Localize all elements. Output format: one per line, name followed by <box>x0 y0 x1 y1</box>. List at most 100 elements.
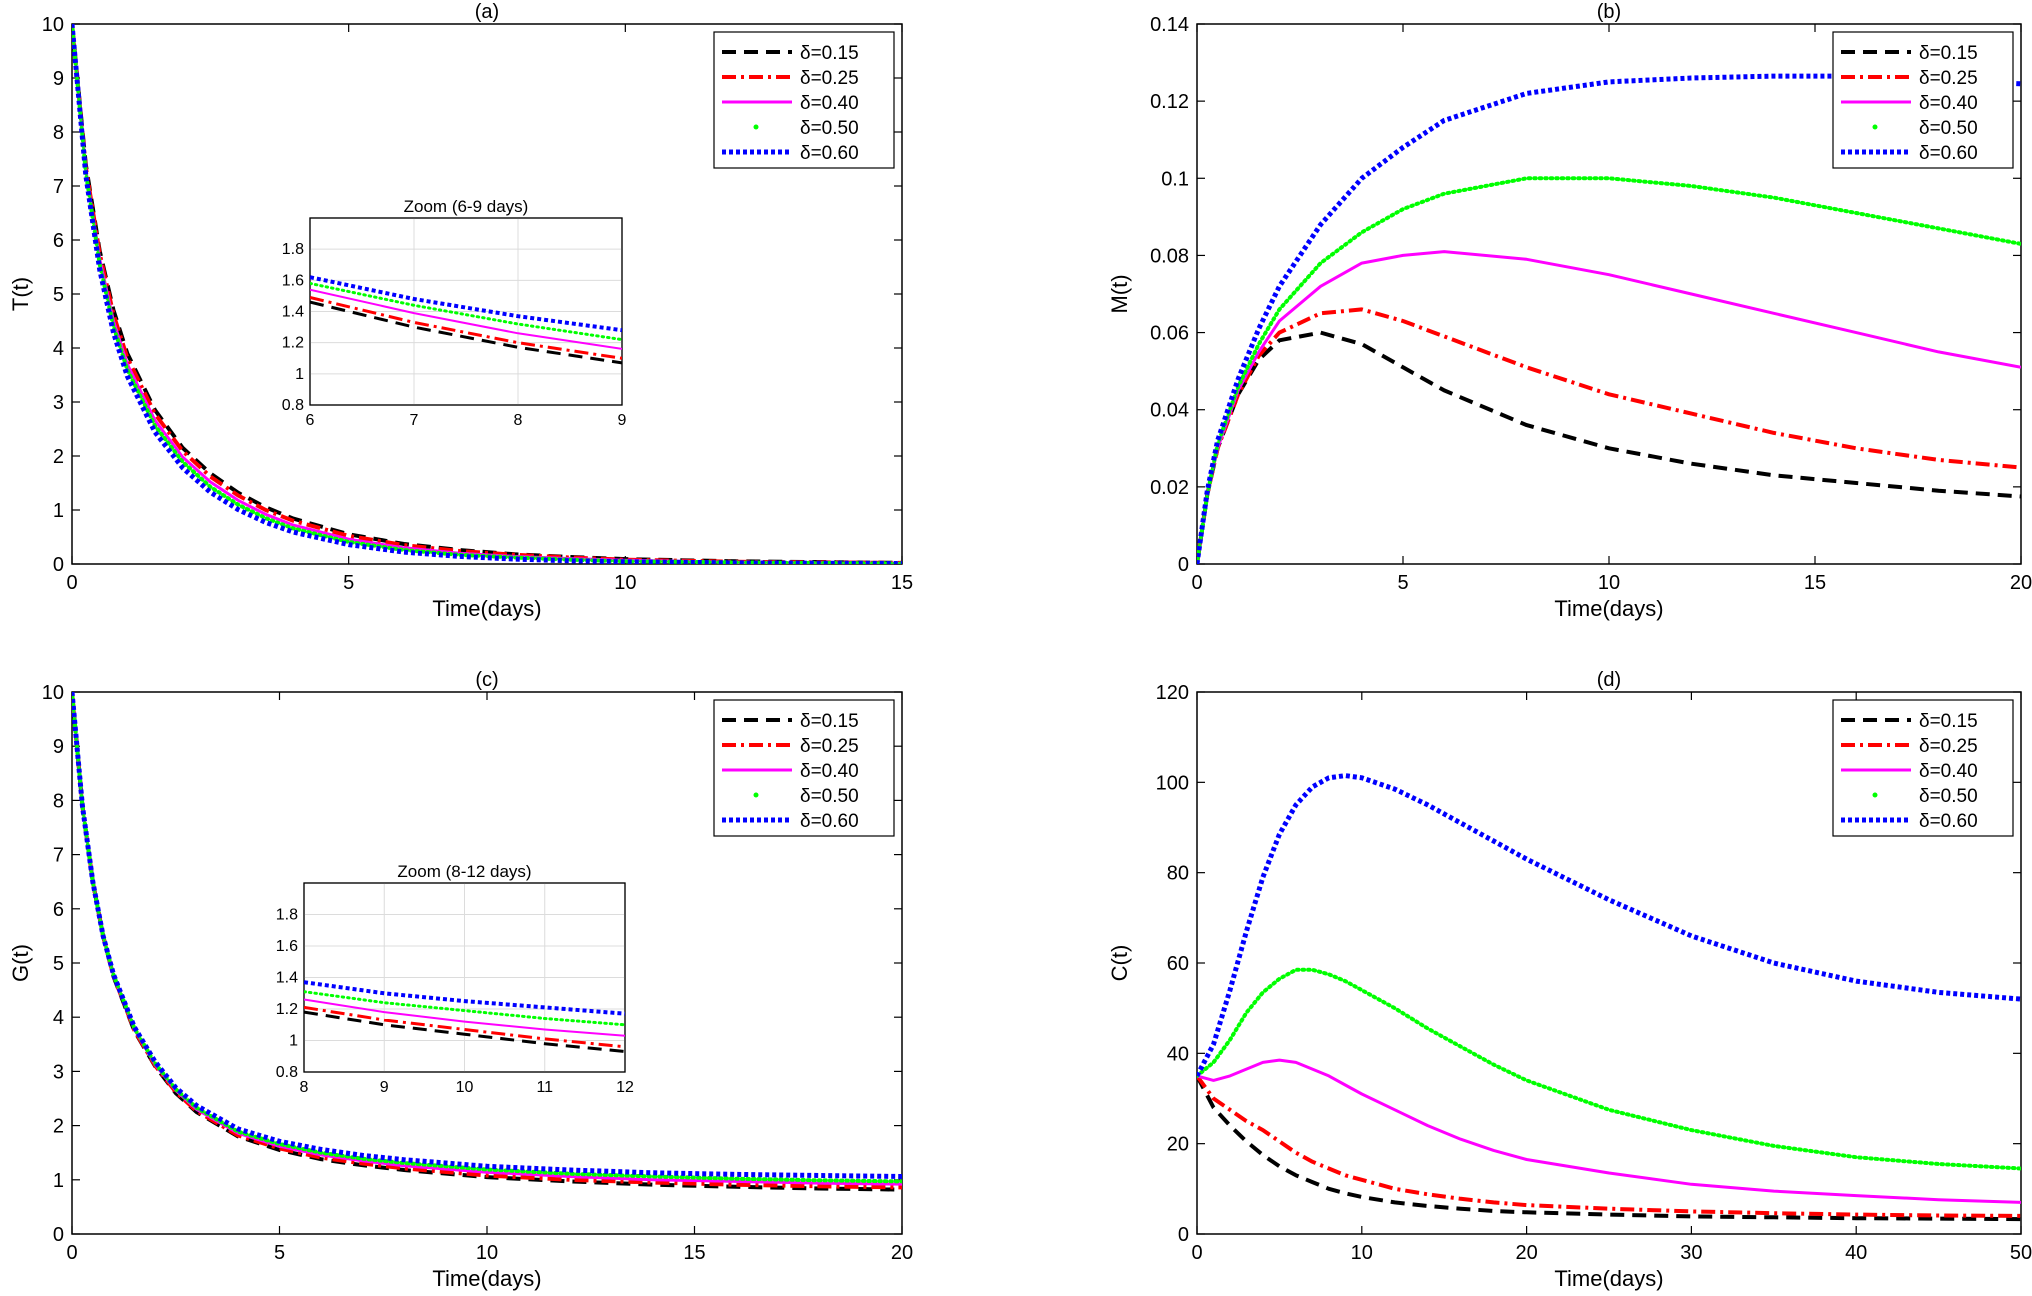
x-tick-label: 0 <box>1191 1242 1202 1264</box>
legend-marker-4 <box>1872 792 1878 798</box>
x-axis-label: Time(days) <box>432 596 541 621</box>
y-tick-label: 8 <box>53 790 64 812</box>
x-tick-label: 0 <box>66 1242 77 1264</box>
x-tick-label: 10 <box>614 572 636 594</box>
inset-x-tick-label: 10 <box>456 1079 474 1096</box>
y-tick-label: 0 <box>53 554 64 576</box>
x-axis-label: Time(days) <box>1554 596 1663 621</box>
inset-y-tick-label: 1.2 <box>276 1001 298 1018</box>
legend-a: δ=0.15 δ=0.25 δ=0.40 δ=0.50 δ=0.60 <box>713 31 895 169</box>
chart-title: (c) <box>475 669 498 691</box>
y-axis-label: C(t) <box>1107 945 1132 982</box>
x-tick-label: 20 <box>2010 572 2032 594</box>
line-series-4 <box>72 24 902 564</box>
inset-line-series-2 <box>304 1005 625 1049</box>
x-tick-label: 5 <box>1397 572 1408 594</box>
inset-y-tick-label: 1.8 <box>282 241 304 258</box>
inset-x-tick-label: 8 <box>300 1079 309 1096</box>
y-tick-label: 4 <box>53 1007 64 1029</box>
legend-box <box>1832 699 2014 837</box>
y-tick-label: 5 <box>53 284 64 306</box>
x-tick-label: 20 <box>1515 1242 1537 1264</box>
legend-label: δ=0.50 <box>1919 786 1978 807</box>
legend-label: δ=0.25 <box>1919 68 1978 89</box>
legend-b: δ=0.15 δ=0.25 δ=0.40 δ=0.50 δ=0.60 <box>1832 31 2014 169</box>
inset-x-tick-label: 7 <box>410 412 419 429</box>
legend-marker-4 <box>753 792 759 798</box>
y-tick-label: 9 <box>53 68 64 90</box>
y-tick-label: 7 <box>53 845 64 867</box>
series-group-b <box>1197 73 2021 564</box>
y-tick-label: 60 <box>1167 953 1189 975</box>
x-tick-label: 20 <box>891 1242 913 1264</box>
legend-label: δ=0.40 <box>1919 761 1978 782</box>
inset-line-series-5 <box>304 980 625 1016</box>
inset-title: Zoom (8-12 days) <box>397 862 531 881</box>
legend-box <box>713 699 895 837</box>
x-tick-label: 0 <box>1191 572 1202 594</box>
legend-box <box>713 31 895 169</box>
y-tick-label: 40 <box>1167 1043 1189 1065</box>
inset-line-series-4 <box>304 990 625 1027</box>
y-tick-label: 1 <box>53 1170 64 1192</box>
legend-label: δ=0.50 <box>800 786 859 807</box>
y-tick-label: 0.12 <box>1150 91 1189 113</box>
inset-frame <box>303 882 626 1073</box>
inset-a: 6 7 8 9 0.8 1 1.2 1.4 1.6 1.8 Zoom (6-9 days) <box>282 197 627 429</box>
inset-y-tick-label: 0.8 <box>276 1064 298 1081</box>
line-series-4 <box>1197 967 2021 1171</box>
y-tick-label: 0 <box>1178 554 1189 576</box>
y-tick-label: 0.04 <box>1150 400 1189 422</box>
y-axis-label: G(t) <box>8 944 33 982</box>
panel-d: 0 10 20 30 40 50 0 20 40 60 80 100 120 (d) Time(days) C… <box>1107 669 2032 1291</box>
legend-label: δ=0.25 <box>800 736 859 757</box>
y-tick-label: 5 <box>53 953 64 975</box>
legend-label: δ=0.60 <box>800 143 859 164</box>
x-tick-label: 10 <box>1598 572 1620 594</box>
panel-b: 0 5 10 15 20 0 0.02 0.04 0.06 0.08 0.1 0.12 0.14 (b) T… <box>1107 1 2032 621</box>
y-tick-label: 100 <box>1156 772 1189 794</box>
y-tick-label: 120 <box>1156 682 1189 704</box>
y-tick-label: 3 <box>53 1061 64 1083</box>
y-tick-label: 3 <box>53 392 64 414</box>
y-tick-label: 7 <box>53 176 64 198</box>
y-tick-label: 8 <box>53 122 64 144</box>
y-tick-label: 10 <box>42 682 64 704</box>
series-group-d <box>1197 773 2021 1222</box>
legend-label: δ=0.50 <box>800 118 859 139</box>
y-tick-label: 0.1 <box>1161 168 1189 190</box>
x-tick-label: 30 <box>1680 1242 1702 1264</box>
inset-series-group <box>310 275 622 365</box>
inset-c: 8 9 10 11 12 0.8 1 1.2 1.4 1.6 1.8 Zoom (8-12 days) <box>276 862 634 1096</box>
legend-label: δ=0.15 <box>1919 711 1978 732</box>
legend-label: δ=0.15 <box>1919 43 1978 64</box>
inset-x-tick-label: 11 <box>536 1079 553 1096</box>
y-tick-label: 80 <box>1167 863 1189 885</box>
inset-x-tick-label: 9 <box>380 1079 389 1096</box>
inset-series-group <box>304 980 625 1053</box>
line-series-2 <box>1197 1074 2021 1218</box>
x-tick-label: 40 <box>1845 1242 1867 1264</box>
x-tick-label: 0 <box>66 572 77 594</box>
y-tick-label: 4 <box>53 338 64 360</box>
legend-label: δ=0.60 <box>1919 811 1978 832</box>
line-series-3 <box>1197 1058 2021 1204</box>
legend-label: δ=0.60 <box>800 811 859 832</box>
inset-y-tick-label: 1.4 <box>276 970 298 987</box>
inset-x-tick-label: 8 <box>514 412 523 429</box>
legend-label: δ=0.15 <box>800 711 859 732</box>
x-tick-label: 5 <box>274 1242 285 1264</box>
x-tick-label: 10 <box>1351 1242 1373 1264</box>
line-series-2 <box>72 24 902 564</box>
line-series-5 <box>1197 73 2021 564</box>
legend-label: δ=0.60 <box>1919 143 1978 164</box>
y-tick-label: 1 <box>53 500 64 522</box>
x-tick-label: 5 <box>343 572 354 594</box>
inset-line-series-3 <box>304 998 625 1037</box>
x-tick-label: 15 <box>891 572 913 594</box>
x-tick-label: 15 <box>1804 572 1826 594</box>
legend-marker-4 <box>1872 124 1878 130</box>
inset-y-tick-label: 1 <box>295 366 304 383</box>
line-series-1 <box>1197 1074 2021 1222</box>
inset-x-tick-label: 6 <box>306 412 315 429</box>
